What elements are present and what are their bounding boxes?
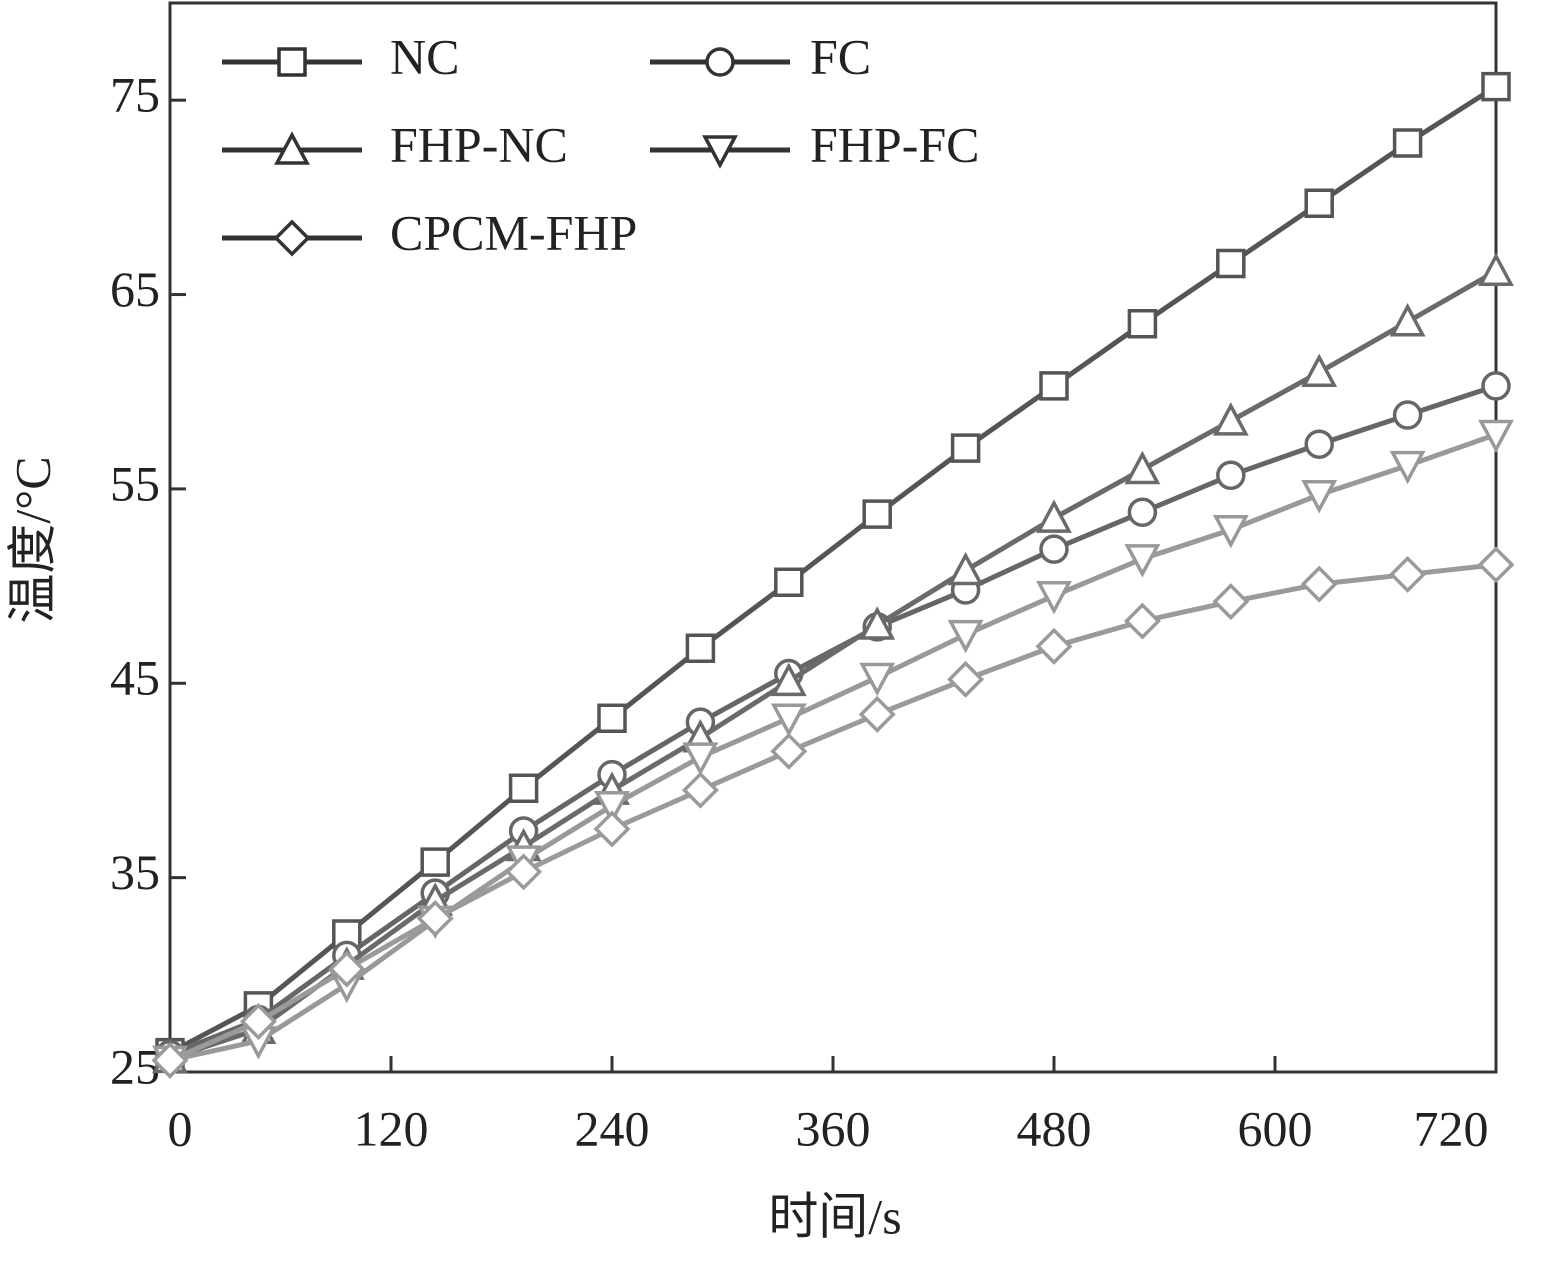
marker xyxy=(774,567,804,597)
marker xyxy=(1478,252,1514,286)
marker xyxy=(770,732,808,770)
marker xyxy=(508,773,539,803)
x-tick-label: 480 xyxy=(1017,1100,1092,1156)
marker xyxy=(947,619,984,654)
x-tick-label: 120 xyxy=(354,1100,429,1156)
marker xyxy=(770,703,807,737)
legend-label: FHP-FC xyxy=(810,116,980,172)
marker xyxy=(1212,583,1250,621)
x-tick-label: 600 xyxy=(1238,1100,1313,1156)
legend-label: NC xyxy=(390,28,459,84)
series-line xyxy=(168,562,1497,1063)
y-axis-label: 温度/°C xyxy=(4,456,60,623)
legend-marker xyxy=(277,47,307,77)
marker xyxy=(858,695,896,733)
marker xyxy=(1039,534,1069,564)
legend-marker xyxy=(274,131,310,165)
marker xyxy=(1124,450,1161,485)
marker xyxy=(859,606,896,640)
marker xyxy=(1216,460,1246,491)
legend-label: FC xyxy=(810,28,871,84)
marker xyxy=(682,742,719,776)
marker xyxy=(1127,497,1158,527)
legend-label: FHP-NC xyxy=(390,116,568,172)
marker xyxy=(1127,308,1158,339)
marker xyxy=(420,847,450,877)
series-line xyxy=(168,84,1498,1055)
marker xyxy=(1389,555,1427,593)
marker xyxy=(151,1041,189,1079)
marker xyxy=(1123,602,1161,640)
marker xyxy=(1304,429,1334,459)
marker xyxy=(770,662,807,697)
y-tick-label: 65 xyxy=(110,261,160,317)
marker xyxy=(1477,546,1515,584)
marker xyxy=(1301,353,1338,388)
y-tick-label: 55 xyxy=(110,455,160,511)
marker xyxy=(328,950,366,988)
marker xyxy=(1478,419,1514,454)
marker xyxy=(1212,402,1249,436)
x-tick-label: 360 xyxy=(796,1100,871,1156)
marker xyxy=(1035,627,1073,665)
marker xyxy=(1392,128,1423,158)
marker xyxy=(862,499,892,529)
marker xyxy=(1216,248,1246,279)
marker xyxy=(416,899,454,937)
legend-label: CPCM-FHP xyxy=(390,204,637,260)
y-tick-label: 45 xyxy=(110,650,160,706)
y-tick-label: 25 xyxy=(110,1038,160,1094)
marker xyxy=(1300,565,1338,603)
marker xyxy=(1481,371,1511,401)
marker xyxy=(1304,188,1334,218)
legend-marker xyxy=(705,47,735,77)
y-tick-label: 75 xyxy=(110,67,160,123)
x-tick-label: 720 xyxy=(1414,1100,1489,1156)
marker xyxy=(859,662,896,697)
y-tick-label: 35 xyxy=(110,844,160,900)
series-line xyxy=(169,432,1497,1063)
marker xyxy=(594,790,630,825)
marker xyxy=(1389,450,1426,485)
marker xyxy=(947,551,984,586)
legend-marker xyxy=(702,135,738,169)
marker xyxy=(1392,400,1423,430)
marker xyxy=(1301,479,1338,514)
x-axis-label: 时间/s xyxy=(768,1188,901,1244)
marker xyxy=(1039,371,1069,401)
x-tick-label: 0 xyxy=(168,1100,193,1156)
x-tick-label: 240 xyxy=(575,1100,650,1156)
marker xyxy=(1036,499,1072,533)
marker xyxy=(947,660,985,698)
marker xyxy=(593,810,631,848)
marker xyxy=(597,703,627,734)
series-line xyxy=(169,269,1498,1061)
legend-marker xyxy=(273,219,311,257)
marker xyxy=(1481,71,1511,102)
marker xyxy=(950,433,981,463)
marker xyxy=(681,771,719,809)
marker xyxy=(1212,514,1249,549)
marker xyxy=(239,1002,277,1040)
marker xyxy=(1389,303,1426,337)
marker xyxy=(505,853,543,891)
marker xyxy=(1124,544,1161,578)
marker xyxy=(1036,581,1072,615)
marker xyxy=(685,633,716,664)
